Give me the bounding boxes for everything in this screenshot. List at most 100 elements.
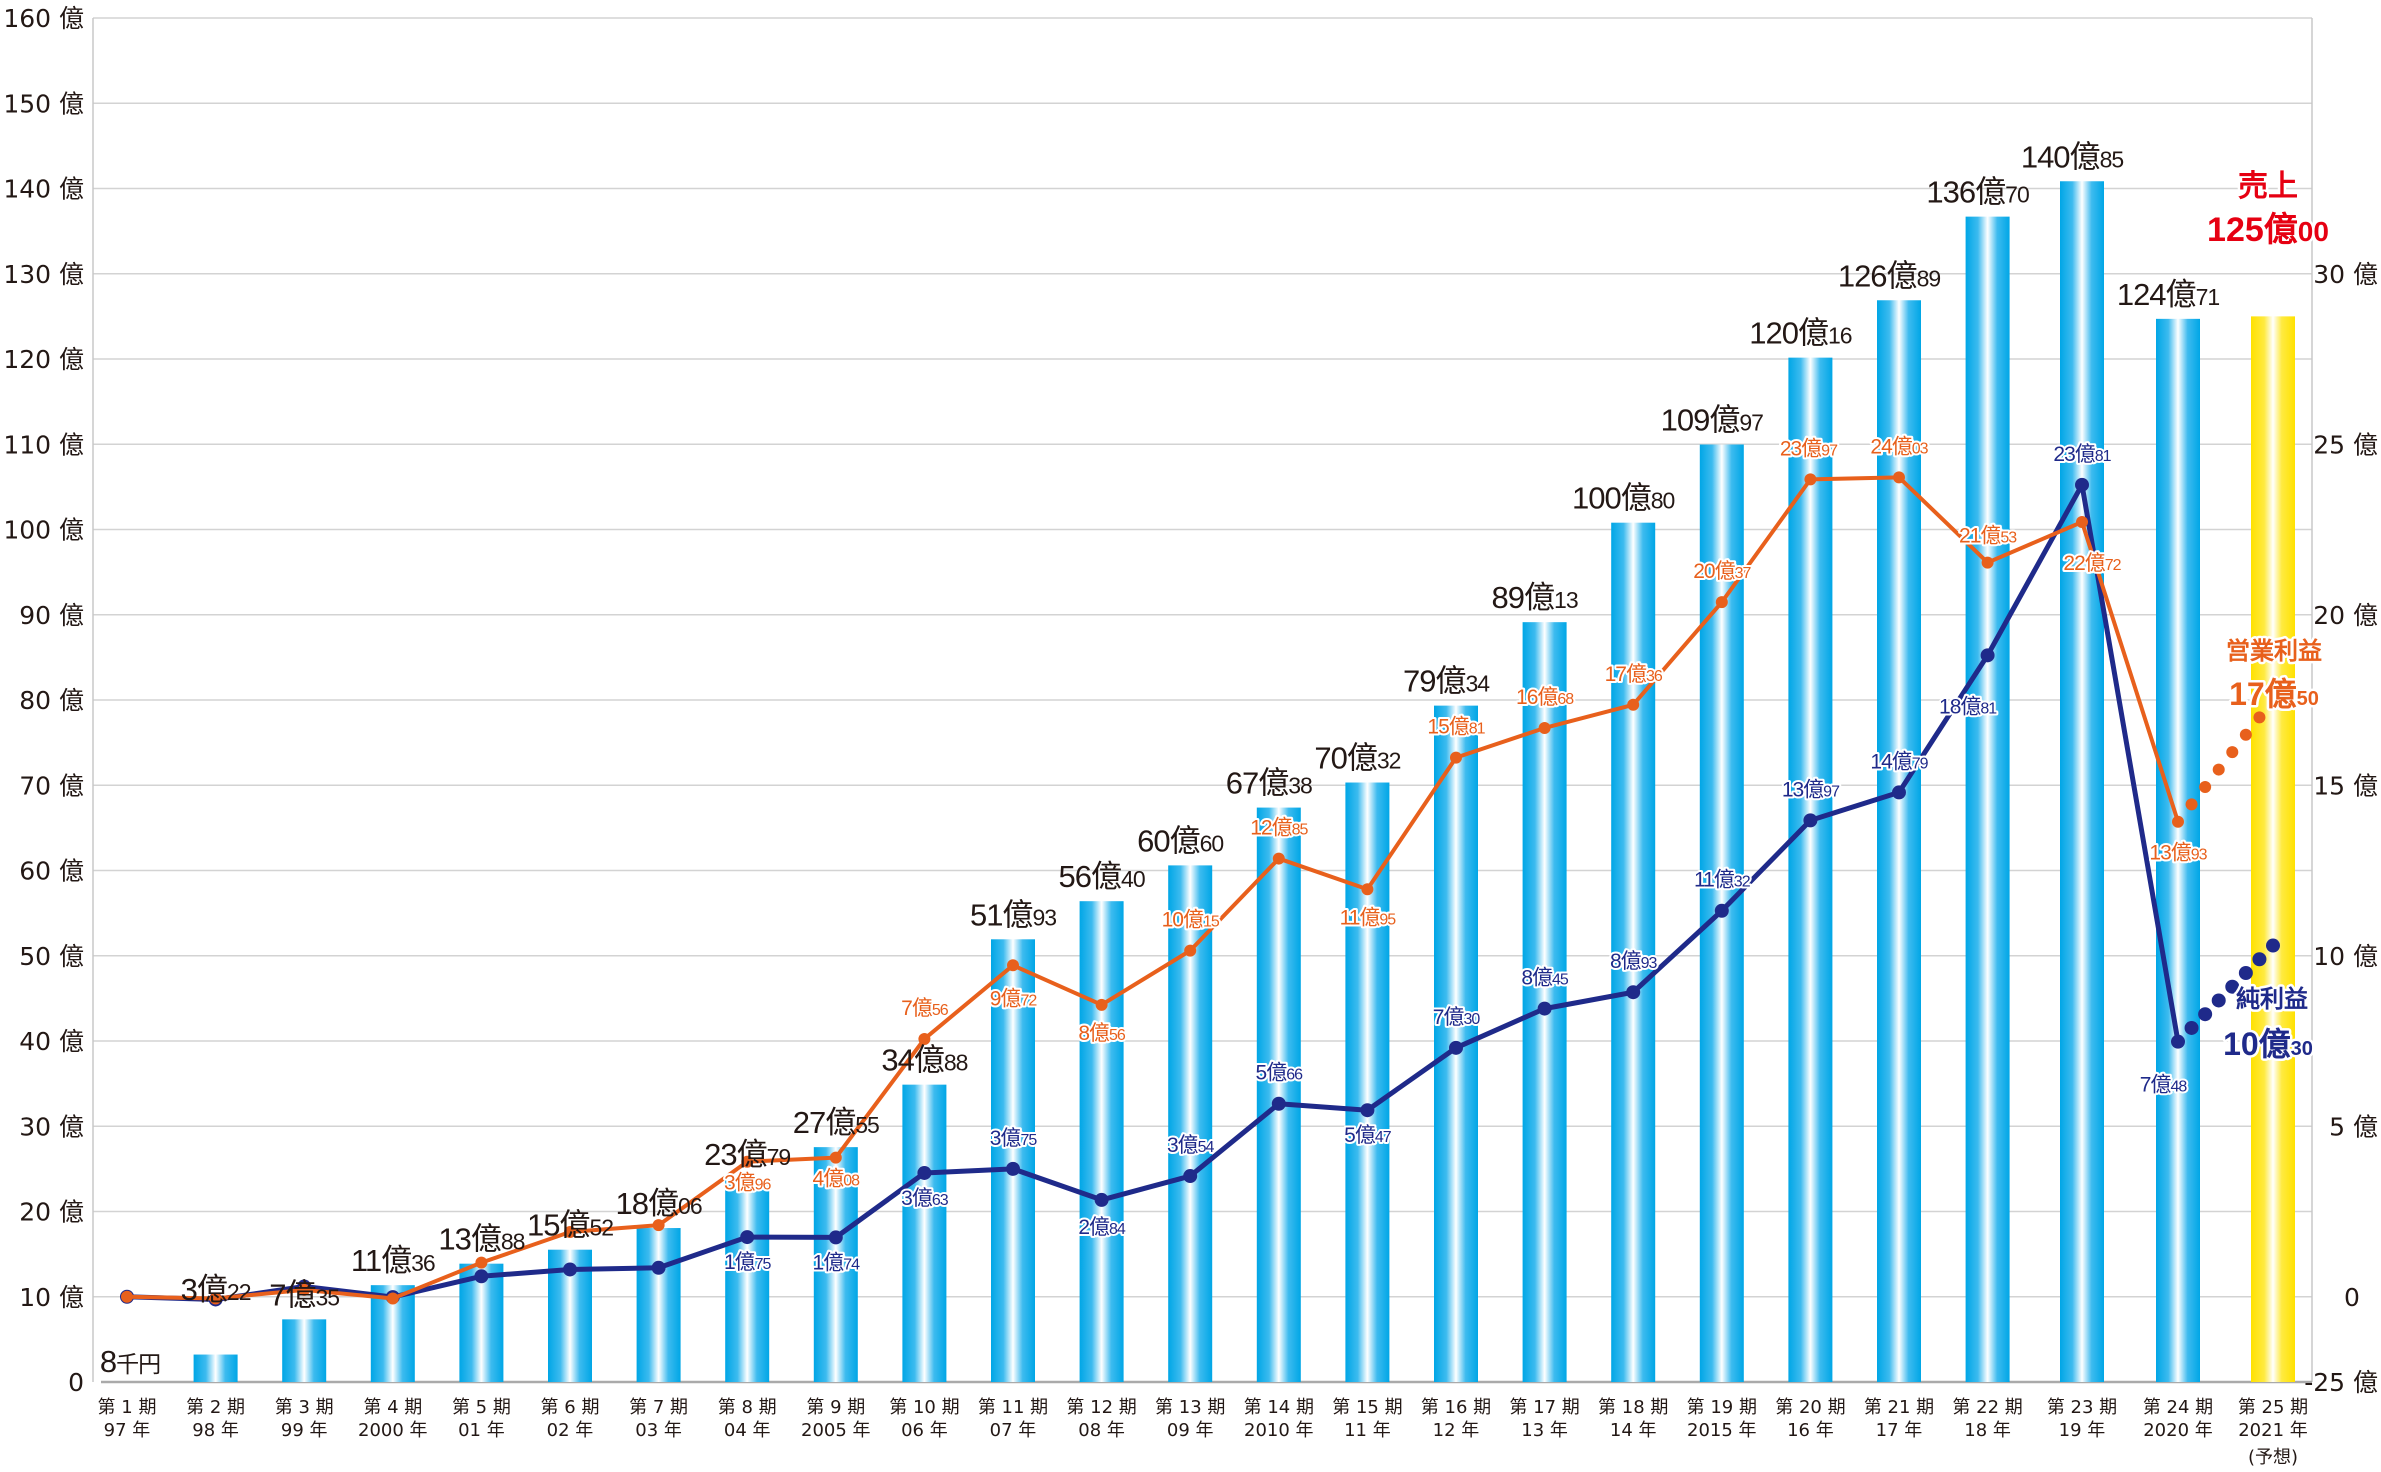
- net-profit-point: [1271, 1096, 1286, 1111]
- sales-value-main: 23億: [704, 1137, 766, 1172]
- sales-value-label: 8千円: [100, 1344, 160, 1379]
- sales-value-label: 51億93: [970, 897, 1056, 932]
- operating-profit-value-label: 3億96: [724, 1172, 772, 1195]
- operating-profit-point: [121, 1290, 133, 1303]
- sales-value-main: 18億: [616, 1186, 678, 1221]
- net-profit-forecast-dot: [2238, 965, 2253, 980]
- sales-bar: [1788, 357, 1833, 1382]
- x-year-label: 02 年: [547, 1420, 594, 1441]
- callout-net-title: 純利益: [2236, 985, 2308, 1013]
- net-profit-value-label: 8億93: [1610, 950, 1658, 973]
- sales-value-main: 67億: [1226, 766, 1288, 801]
- net-profit-point: [1537, 1001, 1552, 1016]
- operating-profit-value-main: 10億: [1162, 909, 1204, 932]
- x-period-label: 第 7 期: [629, 1397, 688, 1418]
- sales-value-label: 100億80: [1572, 481, 1675, 516]
- left-tick-label: 130 億: [3, 260, 84, 289]
- net-profit-value-main: 13億: [1782, 778, 1824, 801]
- sales-bar: [282, 1319, 327, 1382]
- right-tick-label: 25 億: [2313, 430, 2378, 459]
- operating-profit-value-main: 15億: [1427, 716, 1469, 739]
- net-profit-value-small: 47: [1375, 1129, 1392, 1146]
- x-year-label: 2020 年: [2143, 1420, 2213, 1441]
- x-period-label: 第 5 期: [452, 1397, 511, 1418]
- operating-profit-value-small: 08: [843, 1173, 860, 1190]
- net-profit-value-label: 14億79: [1870, 750, 1928, 773]
- sales-value-label: 140億85: [2021, 139, 2124, 174]
- x-year-label: 2005 年: [801, 1420, 871, 1441]
- sales-value-label: 15億52: [527, 1208, 613, 1243]
- profit-lines: [120, 471, 2280, 1307]
- x-year-label: 13 年: [1521, 1420, 1568, 1441]
- x-period-label: 第 20 期: [1775, 1397, 1845, 1418]
- operating-profit-point: [475, 1256, 488, 1269]
- operating-profit-value-label: 9億72: [990, 987, 1038, 1010]
- callout-sales-title: 売上: [2238, 170, 2298, 203]
- operating-profit-forecast-dot: [2212, 763, 2225, 776]
- left-tick-label: 0: [68, 1368, 84, 1397]
- operating-profit-value-label: 7億56: [901, 997, 949, 1020]
- operating-profit-value-main: 22億: [2063, 552, 2105, 575]
- x-forecast-note: (予想): [2248, 1447, 2298, 1468]
- left-tick-label: 20 億: [19, 1198, 84, 1227]
- left-tick-label: 80 億: [19, 686, 84, 715]
- operating-profit-forecast-dot: [2199, 780, 2212, 793]
- left-tick-label: 10 億: [19, 1283, 84, 1312]
- left-tick-label: 70 億: [19, 771, 84, 800]
- forecast-bar: [2251, 316, 2295, 1382]
- net-profit-forecast-dot: [2225, 979, 2240, 994]
- net-profit-value-main: 18億: [1939, 695, 1981, 718]
- x-period-label: 第 2 期: [186, 1397, 245, 1418]
- net-profit-point: [1980, 648, 1995, 663]
- net-profit-value-small: 79: [1912, 755, 1929, 772]
- operating-profit-value-small: 36: [1646, 668, 1663, 685]
- operating-profit-value-label: 16億68: [1516, 686, 1574, 709]
- x-year-label: 04 年: [724, 1420, 771, 1441]
- sales-value-small: 36: [411, 1250, 435, 1276]
- right-axis: -25 億 0 5 億 10 億 15 億 20 億 25 億 30 億: [2304, 260, 2378, 1397]
- operating-profit-value-label: 15億81: [1427, 716, 1485, 739]
- x-year-label: 2010 年: [1244, 1420, 1314, 1441]
- x-year-label: 03 年: [635, 1420, 682, 1441]
- net-profit-point: [1892, 785, 1906, 800]
- sales-value-small: 40: [1121, 866, 1145, 892]
- operating-profit-value-label: 23億97: [1780, 437, 1838, 460]
- x-year-label: 18 年: [1964, 1420, 2011, 1441]
- sales-value-label: 67億38: [1226, 766, 1312, 801]
- operating-profit-value-label: 10億15: [1162, 909, 1220, 932]
- net-profit-value-main: 1億: [724, 1251, 756, 1274]
- sales-bar: [2156, 318, 2200, 1382]
- net-profit-point: [474, 1269, 489, 1284]
- net-profit-value-small: 45: [1552, 972, 1569, 989]
- operating-profit-value-label: 21億53: [1959, 525, 2017, 548]
- sales-value-small: 85: [2100, 146, 2124, 172]
- operating-profit-point: [829, 1151, 842, 1164]
- operating-profit-value-small: 37: [1735, 565, 1752, 582]
- net-profit-value-label: 13億97: [1782, 778, 1840, 801]
- sales-bars: [193, 181, 2295, 1383]
- left-axis: 0 10 億 20 億 30 億 40 億 50 億 60 億 70 億 80 億 90 億 100…: [3, 4, 84, 1397]
- x-year-label: 08 年: [1078, 1420, 1125, 1441]
- operating-profit-point: [1893, 471, 1905, 484]
- net-profit-value-label: 23億81: [2053, 443, 2111, 466]
- sales-value-label: 136億70: [1926, 175, 2029, 210]
- operating-profit-forecast-dot: [2226, 746, 2239, 759]
- sales-value-label: 34億88: [881, 1043, 967, 1078]
- operating-profit-value-main: 11億: [1340, 906, 1381, 929]
- right-tick-label: 30 億: [2313, 260, 2378, 289]
- sales-value-small: 06: [678, 1193, 702, 1219]
- sales-value-main: 27億: [793, 1105, 855, 1140]
- net-profit-point: [1714, 903, 1729, 918]
- x-period-label: 第 3 期: [275, 1397, 334, 1418]
- x-period-label: 第 1 期: [98, 1397, 157, 1418]
- left-tick-label: 40 億: [19, 1027, 84, 1056]
- net-profit-point: [563, 1262, 577, 1277]
- left-tick-label: 150 億: [3, 89, 84, 118]
- x-year-label: 14 年: [1610, 1420, 1657, 1441]
- net-profit-point: [740, 1230, 755, 1245]
- operating-profit-point: [564, 1225, 576, 1238]
- sales-value-label: 124億71: [2117, 277, 2220, 312]
- forecast-callouts: 売上 125億00 営業利益 17億50 純利益 10億30: [2205, 168, 2332, 1065]
- operating-profit-forecast-dot: [2239, 728, 2252, 741]
- sales-value-small: 千円: [116, 1351, 160, 1377]
